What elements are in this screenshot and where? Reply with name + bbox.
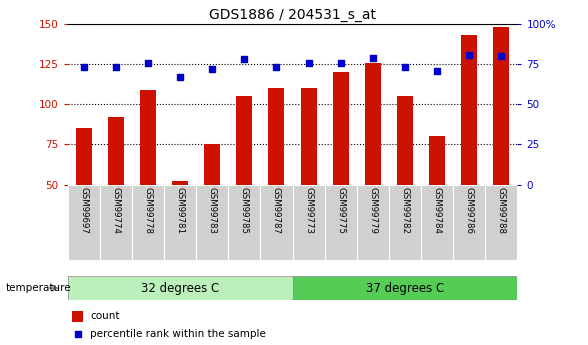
Bar (293, 185, 325, 260)
Bar (365, 63, 381, 265)
Bar (140, 90, 156, 265)
Bar (461, 36, 477, 265)
Text: GSM99774: GSM99774 (111, 187, 121, 234)
Point (400, 65, 410, 70)
Point (175, 74, 185, 80)
Bar (429, 136, 445, 265)
Bar (164, 185, 196, 260)
Bar (260, 185, 293, 260)
Point (73, 331, 82, 337)
Bar (293, 276, 517, 300)
Text: GSM99786: GSM99786 (465, 187, 474, 234)
Point (79, 65, 88, 70)
Bar (269, 88, 285, 265)
Bar (357, 185, 389, 260)
Bar (76, 128, 92, 265)
Text: GSM99788: GSM99788 (497, 187, 506, 234)
Text: GSM99783: GSM99783 (208, 187, 217, 234)
Point (432, 68, 442, 73)
Text: GSM99787: GSM99787 (272, 187, 281, 234)
Text: percentile rank within the sample: percentile rank within the sample (90, 329, 266, 339)
Bar (68, 276, 293, 300)
Text: 32 degrees C: 32 degrees C (141, 282, 219, 295)
Bar (228, 185, 260, 260)
Bar (453, 185, 485, 260)
Text: GSM99784: GSM99784 (433, 187, 442, 234)
Bar (421, 185, 453, 260)
Text: GSM99697: GSM99697 (79, 187, 88, 234)
Text: GSM99779: GSM99779 (368, 187, 377, 234)
Point (240, 57, 249, 62)
Text: temperature: temperature (6, 283, 72, 293)
Bar (300, 88, 316, 265)
Point (336, 60, 345, 66)
Bar (485, 185, 517, 260)
Point (304, 60, 313, 66)
Text: GSM99775: GSM99775 (336, 187, 345, 234)
Text: GSM99785: GSM99785 (240, 187, 249, 234)
Bar (333, 72, 349, 265)
Bar (72, 311, 83, 322)
Bar (68, 185, 100, 260)
Point (497, 53, 506, 59)
Bar (325, 185, 357, 260)
Text: count: count (90, 312, 119, 321)
Bar (196, 185, 228, 260)
Point (272, 65, 281, 70)
Bar (204, 145, 220, 265)
Title: GDS1886 / 204531_s_at: GDS1886 / 204531_s_at (209, 8, 376, 22)
Bar (172, 181, 188, 265)
Point (208, 66, 217, 72)
Point (111, 65, 121, 70)
Text: GSM99778: GSM99778 (143, 187, 152, 234)
Bar (132, 185, 164, 260)
Bar (397, 96, 413, 265)
Point (143, 60, 153, 66)
Text: GSM99773: GSM99773 (304, 187, 313, 234)
Bar (389, 185, 421, 260)
Bar (236, 96, 252, 265)
Point (465, 52, 474, 57)
Point (368, 55, 377, 61)
Text: GSM99781: GSM99781 (176, 187, 185, 234)
Bar (100, 185, 132, 260)
Text: 37 degrees C: 37 degrees C (366, 282, 444, 295)
Bar (108, 117, 124, 265)
Bar (493, 27, 509, 265)
Text: GSM99782: GSM99782 (400, 187, 409, 234)
